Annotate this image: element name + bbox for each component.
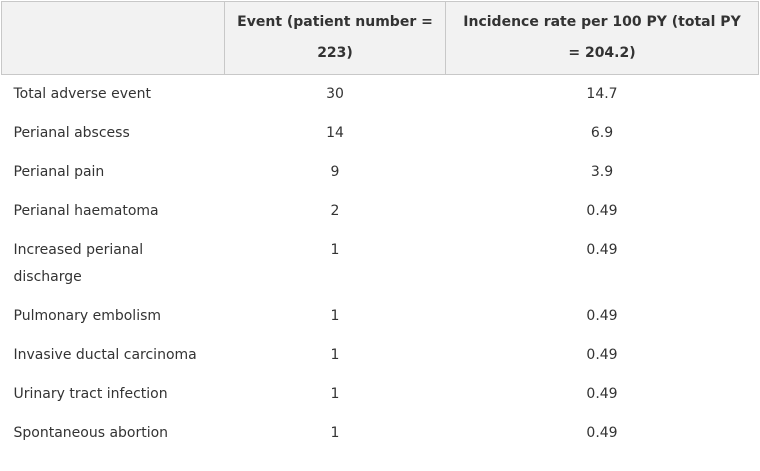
table-row: Invasive ductal carcinoma 1 0.49 [2,336,759,375]
incidence-rate: 0.49 [446,231,759,297]
cell-text: 9 [330,164,340,180]
cell-text: 0.49 [586,386,618,402]
cell-text: Pulmonary embolism [13,308,162,324]
header-cell: Incidence rate per 100 PY (total PY = 20… [445,1,759,75]
incidence-rate: 0.49 [446,375,759,414]
table-header: Event (patient number = 223) Incidence ra… [1,1,759,75]
table-row: Perianal pain 9 3.9 [2,153,759,192]
event-count: 9 [225,153,446,192]
event-name: Pulmonary embolism [2,297,225,336]
cell-text: 0.49 [586,203,618,219]
event-name: Invasive ductal carcinoma [2,336,225,375]
cell-text: Perianal haematoma [13,203,159,219]
cell-text: 2 [330,203,340,219]
table-row: Pulmonary embolism 1 0.49 [2,297,759,336]
table-row: Perianal haematoma 2 0.49 [2,192,759,231]
table-row: Urinary tract infection 1 0.49 [2,375,759,414]
incidence-rate: 6.9 [446,114,759,153]
cell-text: 0.49 [586,242,618,258]
cell-text: 1 [330,347,340,363]
cell-text: Perianal abscess [13,125,130,141]
table-body: Total adverse event 30 14.7 Perianal absces… [2,75,759,454]
table-row: Spontaneous abortion 1 0.49 [2,414,759,453]
cell-text: 6.9 [590,125,614,141]
table-row: Increased perianal discharge 1 0.49 [2,231,759,297]
cell-text: 30 [326,86,344,102]
event-count: 1 [225,297,446,336]
cell-text: 0.49 [586,347,618,363]
incidence-rate: 14.7 [446,75,759,115]
cell-text: 0.49 [586,308,618,324]
event-name: Urinary tract infection [2,375,225,414]
event-name: Increased perianal discharge [2,231,225,297]
incidence-rate: 3.9 [446,153,759,192]
cell-text: Increased perianal discharge [13,242,144,285]
header-cell [1,1,225,75]
cell-text: 1 [330,242,340,258]
incidence-rate: 0.49 [446,336,759,375]
event-count: 2 [225,192,446,231]
cell-text: 14.7 [586,86,618,102]
event-name: Perianal abscess [2,114,225,153]
header-row: Event (patient number = 223) Incidence ra… [1,1,759,75]
cell-text: 1 [330,308,340,324]
cell-text: Invasive ductal carcinoma [13,347,197,363]
event-count: 14 [225,114,446,153]
incidence-rate: 0.49 [446,192,759,231]
cell-text: 14 [326,125,344,141]
table-row: Perianal abscess 14 6.9 [2,114,759,153]
event-count: 30 [225,75,446,115]
cell-text: 1 [330,386,340,402]
cell-text: Spontaneous abortion [13,425,169,441]
incidence-rate: 0.49 [446,297,759,336]
header-cell: Event (patient number = 223) [224,1,446,75]
event-count: 1 [225,375,446,414]
event-count: 1 [225,414,446,453]
event-name: Total adverse event [2,75,225,115]
table-row: Total adverse event 30 14.7 [2,75,759,115]
cell-text: 0.49 [586,425,618,441]
incidence-rate: 0.49 [446,414,759,453]
cell-text: Perianal pain [13,164,105,180]
adverse-events-table: Event (patient number = 223) Incidence ra… [1,1,759,453]
event-count: 1 [225,231,446,297]
event-count: 1 [225,336,446,375]
cell-text: 3.9 [590,164,614,180]
cell-text: Total adverse event [13,86,152,102]
cell-text: 1 [330,425,340,441]
cell-text: Urinary tract infection [13,386,168,402]
event-name: Spontaneous abortion [2,414,225,453]
event-name: Perianal haematoma [2,192,225,231]
event-name: Perianal pain [2,153,225,192]
